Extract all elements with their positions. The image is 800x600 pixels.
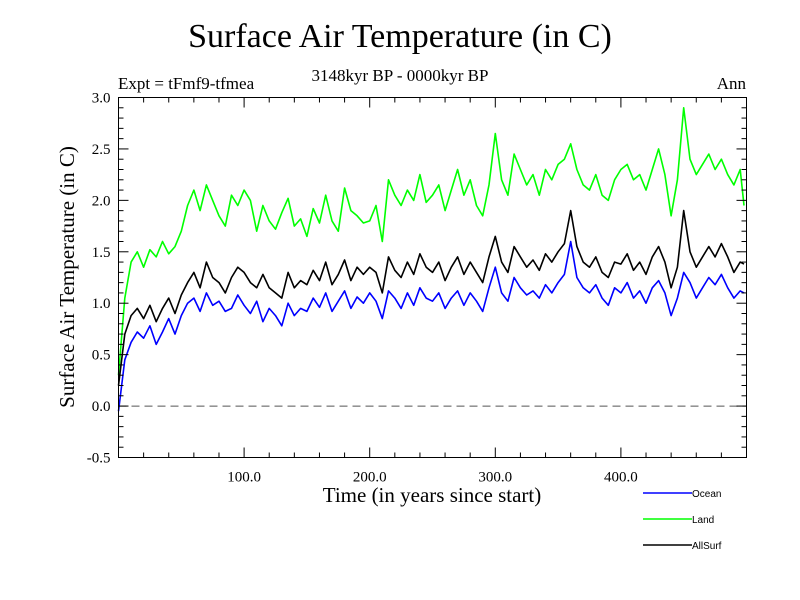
legend-label: AllSurf — [692, 541, 722, 552]
labels-layer: 100.0 200.0 300.0 400.0 -0.5 0.0 0.5 1.0 1.5 2.0 2… — [87, 91, 638, 486]
series-line-ocean — [117, 240, 745, 412]
plot-frame — [118, 97, 747, 458]
x-axis-title: Time (in years since start) — [323, 483, 542, 507]
y-axis-title: Surface Air Temperature (in C) — [55, 146, 79, 408]
y-tick-label: 2.5 — [92, 142, 111, 158]
legend: Ocean Land AllSurf — [643, 489, 722, 552]
x-tick-label: 100.0 — [227, 470, 261, 486]
legend-item-ocean: Ocean — [643, 489, 721, 500]
series-line-land — [117, 107, 745, 376]
legend-label: Ocean — [692, 489, 721, 500]
ticks-layer — [118, 97, 747, 458]
legend-item-land: Land — [643, 515, 714, 526]
x-tick-label: 200.0 — [353, 470, 387, 486]
y-tick-label: 2.0 — [92, 193, 111, 209]
y-tick-label: 1.5 — [92, 245, 111, 261]
season-label: Ann — [716, 74, 746, 93]
x-tick-label: 300.0 — [478, 470, 512, 486]
x-tick-label: 400.0 — [604, 470, 638, 486]
series-layer — [117, 107, 745, 412]
y-tick-label: 3.0 — [92, 91, 111, 107]
y-tick-label: -0.5 — [87, 451, 111, 467]
experiment-label: Expt = tFmf9-tfmea — [118, 74, 255, 93]
chart-title: Surface Air Temperature (in C) — [188, 18, 612, 55]
legend-item-allsurf: AllSurf — [643, 541, 722, 552]
y-tick-label: 0.0 — [92, 399, 111, 415]
y-tick-label: 0.5 — [92, 348, 111, 364]
y-tick-label: 1.0 — [92, 296, 111, 312]
legend-label: Land — [692, 515, 714, 526]
series-line-allsurf — [117, 209, 745, 386]
chart-subtitle: 3148kyr BP - 0000kyr BP — [311, 66, 489, 85]
